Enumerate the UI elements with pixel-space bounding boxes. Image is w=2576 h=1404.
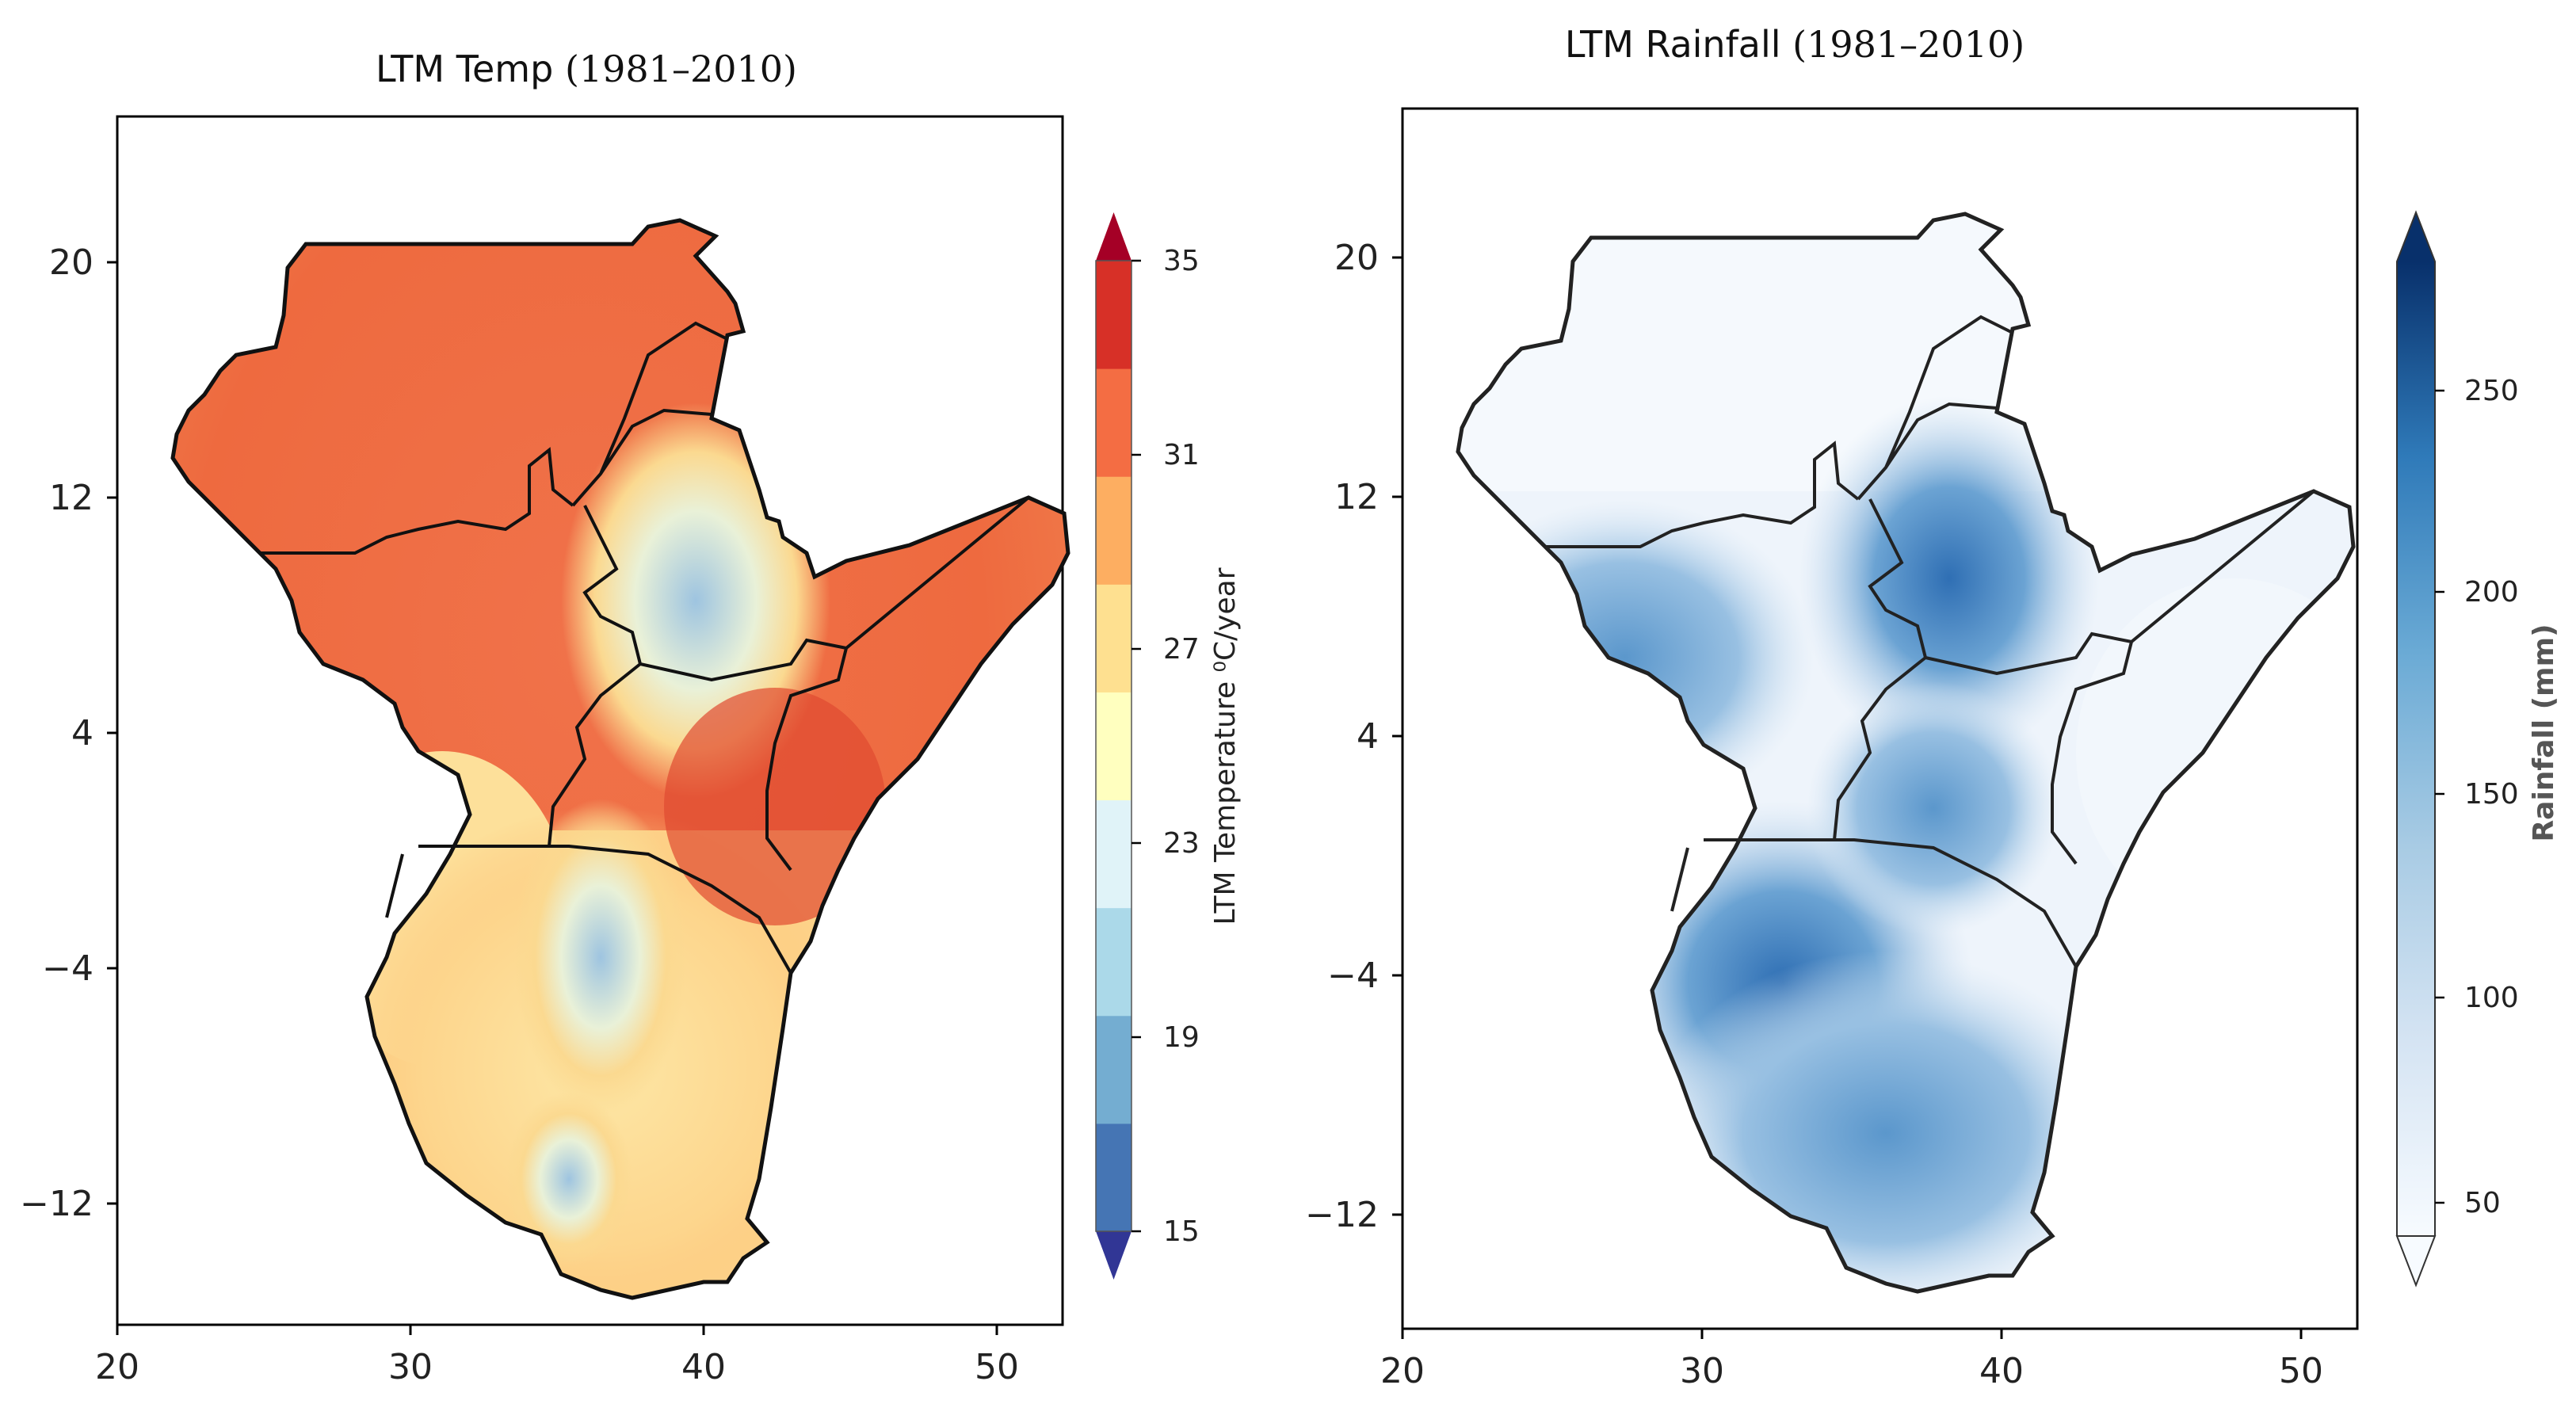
temperature-colorbar-segment [1096,476,1132,585]
temperature-colorbar-label: LTM Temperature ⁰C/year [1209,567,1242,925]
temperature-y-tick-label: 12 [49,478,93,518]
colorbar-top-arrow [1096,212,1132,261]
temperature-x-axis: 20 30 40 50 [95,1325,1019,1387]
rainfall-colorbar: 250 200 150 100 50 Rainfall (mm) [2395,210,2560,1288]
temperature-colorbar-tick: 31 [1163,439,1200,471]
rainfall-panel-title: LTM Rainfall (1981–2010) [1565,23,2025,66]
rainfall-y-tick-label: −4 [1327,956,1379,996]
temperature-colorbar-tick: 15 [1163,1215,1200,1248]
rainfall-colorbar-tick: 50 [2464,1187,2501,1219]
rainfall-x-tick-label: 30 [1680,1351,1724,1391]
temperature-y-tick-label: −4 [42,948,93,989]
temperature-colorbar-tick: 35 [1163,245,1200,277]
rainfall-colorbar-tick: 150 [2464,778,2519,811]
rainfall-x-tick-label: 20 [1380,1351,1425,1391]
temperature-colorbar: 35 31 27 23 19 15 LTM Temperature ⁰C/yea… [1095,212,1242,1280]
temperature-panel-title: LTM Temp (1981–2010) [376,48,797,90]
temperature-x-tick-label: 50 [975,1347,1019,1387]
temperature-colorbar-tick: 23 [1163,827,1200,860]
colorbar-top-arrow [2397,212,2435,261]
rainfall-y-tick-label: 4 [1357,716,1379,757]
temperature-colorbar-segment [1096,799,1132,909]
temperature-colorbar-segment [1096,907,1132,1017]
rainfall-colorbar-tick: 200 [2464,576,2519,609]
temperature-colorbar-tick: 19 [1163,1021,1200,1054]
rainfall-x-tick-label: 50 [2279,1351,2323,1391]
rainfall-y-tick-label: −12 [1305,1195,1379,1235]
temperature-colorbar-segment [1096,584,1132,692]
rainfall-y-axis: 20 12 4 −4 −12 [1305,238,1402,1235]
temperature-colorbar-segment [1096,1015,1132,1124]
rainfall-x-tick-label: 40 [1979,1351,2024,1391]
temperature-x-tick-label: 30 [388,1347,433,1387]
rainfall-y-tick-label: 20 [1334,238,1379,278]
rainfall-colorbar-tick: 100 [2464,982,2519,1014]
temperature-y-tick-label: −12 [20,1184,93,1224]
temperature-colorbar-segment [1096,261,1132,369]
colorbar-bottom-arrow [1096,1231,1132,1280]
rainfall-x-axis: 20 30 40 50 [1380,1329,2323,1391]
temperature-x-tick-label: 20 [95,1347,139,1387]
temperature-colorbar-tick: 27 [1163,633,1200,666]
temperature-y-axis: 20 12 4 −4 −12 [20,242,117,1224]
colorbar-bottom-arrow [2395,1235,2437,1288]
temperature-y-tick-label: 4 [71,713,93,754]
temperature-colorbar-segment [1096,1123,1132,1232]
rainfall-panel: LTM Rainfall (1981–2010) 20 12 [1305,23,2560,1391]
rainfall-colorbar-label: Rainfall (mm) [2528,624,2560,841]
rainfall-y-tick-label: 12 [1334,477,1379,517]
temperature-panel: LTM Temp (1981–2010) 2 [20,48,1242,1387]
rainfall-colorbar-gradient [2397,261,2435,1236]
temperature-colorbar-segment [1096,368,1132,477]
temperature-colorbar-segment [1096,692,1132,801]
temperature-y-tick-label: 20 [49,242,93,283]
rainfall-colorbar-tick: 250 [2464,375,2519,407]
temperature-x-tick-label: 40 [681,1347,726,1387]
